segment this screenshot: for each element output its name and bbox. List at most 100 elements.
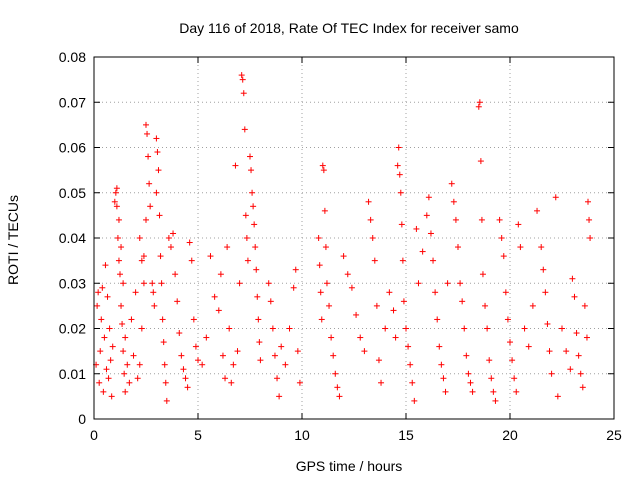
data-point	[182, 375, 189, 382]
data-point	[255, 316, 262, 323]
data-point	[124, 361, 131, 368]
data-point	[373, 302, 380, 309]
data-point	[475, 103, 482, 110]
data-point	[136, 361, 143, 368]
data-point	[150, 289, 157, 296]
data-point	[442, 388, 449, 395]
data-point	[430, 257, 437, 264]
axis-ticks	[93, 56, 615, 420]
data-point	[100, 388, 107, 395]
data-point	[517, 244, 524, 251]
data-point	[455, 244, 461, 251]
x-tick-label: 20	[502, 427, 518, 443]
y-tick-labels: 0 0.01 0.02 0.03 0.04 0.05 0.06 0.07 0.08	[59, 49, 86, 427]
x-axis-label: GPS time / hours	[296, 458, 403, 474]
data-point	[511, 375, 518, 382]
data-points	[93, 72, 594, 404]
y-tick-label: 0.03	[59, 275, 86, 291]
chart-title: Day 116 of 2018, Rate Of TEC Index for r…	[179, 20, 519, 36]
data-point	[106, 325, 113, 332]
data-point	[382, 325, 389, 332]
data-point	[434, 316, 441, 323]
data-point	[296, 379, 303, 386]
data-point	[369, 235, 376, 241]
data-point	[317, 289, 324, 296]
data-point	[251, 221, 258, 228]
data-point	[222, 375, 229, 382]
data-point	[238, 72, 245, 79]
data-point	[573, 330, 580, 337]
x-tick-label: 15	[398, 427, 414, 443]
data-point	[461, 325, 468, 332]
data-point	[492, 397, 499, 404]
y-tick-label: 0	[78, 411, 86, 427]
data-point	[271, 352, 278, 359]
data-point	[138, 257, 145, 264]
data-point	[230, 361, 237, 368]
data-point	[95, 289, 102, 296]
data-point	[132, 289, 139, 296]
data-point	[219, 352, 226, 359]
data-point	[167, 244, 174, 251]
data-point	[254, 293, 261, 300]
data-point	[107, 357, 114, 364]
data-point	[241, 126, 248, 133]
data-point	[521, 325, 528, 332]
data-point	[529, 302, 536, 309]
data-point	[161, 361, 168, 368]
data-point	[236, 280, 243, 287]
data-point	[459, 298, 466, 305]
data-point	[138, 325, 145, 332]
data-point	[577, 370, 584, 377]
data-point	[365, 198, 372, 205]
data-point	[178, 352, 185, 359]
data-point	[122, 388, 129, 395]
data-point	[192, 343, 199, 350]
data-point	[159, 316, 166, 323]
data-point	[247, 153, 253, 160]
data-point	[397, 189, 404, 196]
data-point	[328, 334, 335, 341]
data-point	[118, 302, 125, 309]
data-point	[326, 302, 333, 309]
data-point	[109, 343, 116, 350]
data-point	[394, 162, 401, 169]
data-point	[482, 302, 489, 309]
data-point	[163, 397, 170, 404]
data-point	[457, 280, 464, 287]
data-point	[172, 271, 179, 278]
data-point	[190, 316, 197, 323]
data-point	[121, 370, 128, 377]
data-point	[211, 293, 218, 300]
data-point	[419, 248, 426, 255]
data-point	[567, 366, 574, 373]
data-point	[170, 230, 177, 237]
data-point	[563, 348, 570, 355]
data-point	[581, 302, 588, 309]
data-point	[188, 257, 195, 264]
data-point	[507, 339, 513, 346]
data-point	[244, 257, 251, 264]
data-point	[427, 230, 434, 237]
data-point	[559, 325, 565, 332]
grid-lines	[94, 57, 614, 419]
data-point	[469, 388, 476, 395]
data-point	[242, 212, 249, 219]
data-point	[105, 375, 112, 382]
data-point	[409, 379, 416, 386]
data-point	[102, 262, 109, 269]
data-point	[525, 343, 532, 350]
data-point	[294, 348, 301, 355]
data-point	[583, 334, 590, 341]
data-point	[256, 339, 263, 346]
data-point	[117, 271, 123, 278]
data-point	[395, 144, 402, 151]
data-point	[390, 307, 397, 314]
data-point	[122, 334, 129, 341]
data-point	[240, 90, 247, 97]
data-point	[252, 244, 259, 251]
data-point	[282, 361, 289, 368]
data-point	[344, 271, 351, 278]
data-point	[290, 284, 297, 291]
